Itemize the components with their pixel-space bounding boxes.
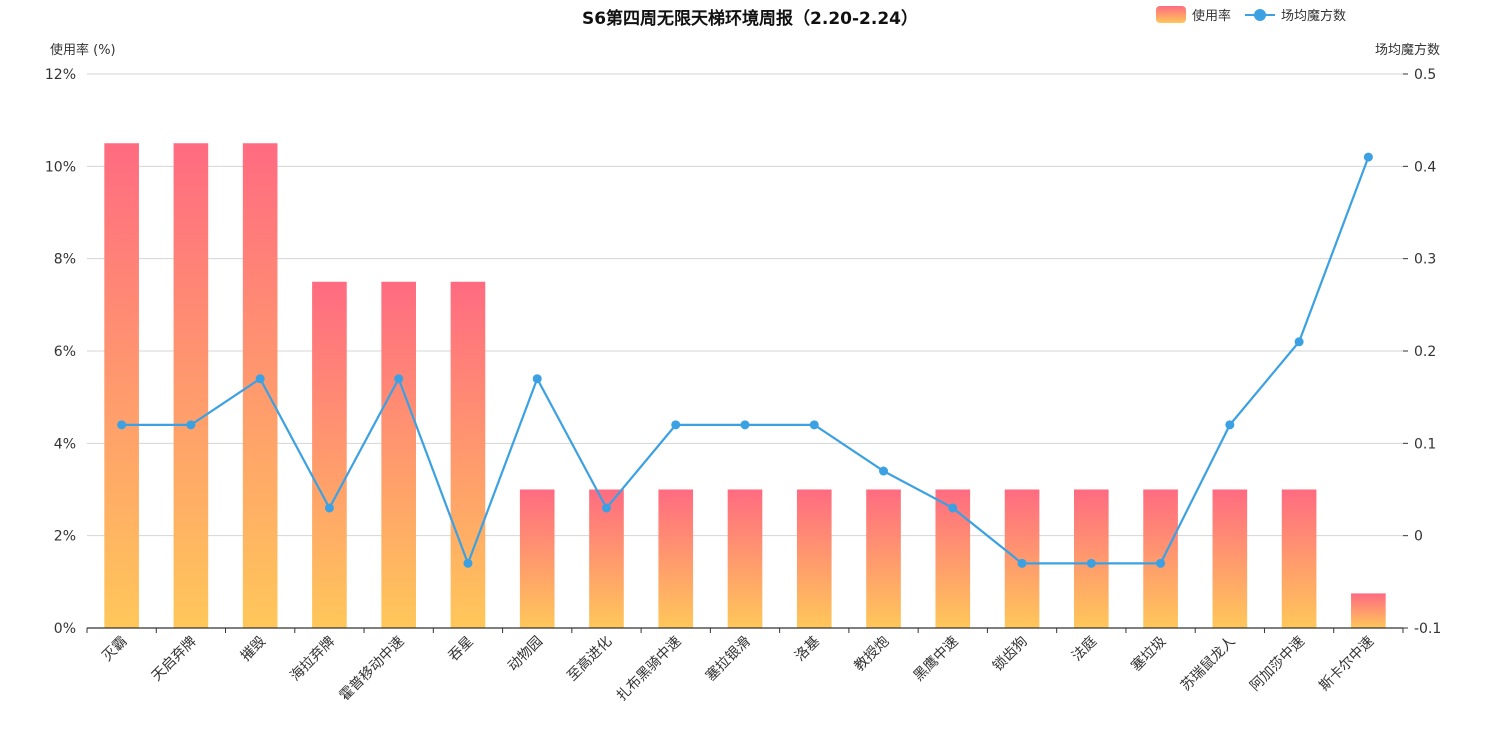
bar [1281,489,1317,628]
line-point [809,420,819,430]
y-tick-label: 4% [54,436,76,452]
line-point [740,420,750,430]
bar [1074,489,1109,628]
bar [658,489,694,628]
y-tick-label: 12% [45,67,76,83]
x-tick-label: 法庭 [1068,633,1100,665]
x-tick-label: 阿加莎中速 [1247,634,1308,695]
x-tick-label: 霍普移动中速 [337,634,408,705]
line-point [324,503,334,513]
line-point [463,558,473,568]
bar [1351,593,1386,628]
x-tick-label: 至高进化 [564,633,616,685]
line-point [1017,558,1027,568]
legend-label-usage: 使用率 [1191,9,1231,24]
y2-tick-label: -0.1 [1414,621,1441,637]
line-point [255,374,265,384]
line-point [186,420,196,430]
y2-tick-label: 0.4 [1414,159,1436,175]
bar [104,143,139,628]
y2-tick-label: 0.2 [1414,344,1436,360]
legend-item-cubes[interactable]: 场均魔方数 [1244,5,1346,24]
bar [1212,489,1248,628]
x-tick-label: 塞垃圾 [1128,633,1170,675]
bar [1143,489,1178,628]
x-tick-label: 洛基 [791,633,823,665]
y-tick-label: 6% [54,344,76,360]
line-point [1294,337,1304,347]
y-axis-left-title: 使用率 (%) [50,43,116,58]
x-tick-label: 黑鹰中速 [911,634,962,685]
line-point [394,374,404,384]
bar [450,281,486,628]
y-axis-right-title: 场均魔方数 [1374,43,1440,58]
bar [312,281,347,628]
y-tick-label: 2% [54,529,76,545]
bar [935,489,971,628]
legend-item-usage[interactable]: 使用率 [1155,5,1231,24]
bar [519,489,555,628]
legend-swatch-cubes [1244,6,1275,23]
x-tick-label: 斯卡尔中速 [1316,634,1377,695]
bar [727,489,763,628]
line-point [601,503,611,513]
y2-tick-label: 0.3 [1414,252,1436,268]
line-point [117,420,127,430]
bar [381,281,416,628]
line-point [1225,420,1235,430]
x-tick-label: 塞拉银滑 [702,633,754,685]
x-tick-label: 灭霸 [99,634,130,665]
line-point [1363,152,1373,162]
line-point [948,503,958,513]
x-tick-label: 天启弃牌 [148,633,200,685]
chart-title: S6第四周无限天梯环境周报（2.20-2.24） [581,9,918,29]
line-point [671,420,681,430]
x-tick-label: 海拉弃牌 [287,633,339,685]
x-tick-label: 吞星 [446,634,477,665]
legend: 使用率 场均魔方数 [1142,5,1346,24]
y2-tick-label: 0.1 [1414,436,1436,452]
y2-tick-label: 0.5 [1414,67,1436,83]
x-tick-label: 锁齿狗 [990,634,1031,675]
legend-label-cubes: 场均魔方数 [1280,9,1346,24]
bar [589,489,624,628]
bar [1004,489,1040,628]
line-point [532,374,542,384]
y-tick-label: 0% [54,621,76,637]
bar [866,489,901,628]
x-tick-label: 摧毁 [238,634,269,665]
line-point [1156,558,1166,568]
x-tick-label: 动物园 [505,634,546,675]
bar [173,143,209,628]
legend-swatch-usage [1155,6,1186,23]
y-tick-label: 8% [54,252,76,268]
line-point [1086,558,1096,568]
y2-tick-label: 0 [1414,529,1423,545]
bar [796,489,832,628]
y-tick-label: 10% [45,159,76,175]
line-point [879,466,889,476]
x-tick-label: 扎布黑骑中速 [614,634,685,705]
x-tick-label: 苏瑞鼠龙人 [1178,634,1239,695]
x-tick-label: 教授炮 [851,634,892,675]
